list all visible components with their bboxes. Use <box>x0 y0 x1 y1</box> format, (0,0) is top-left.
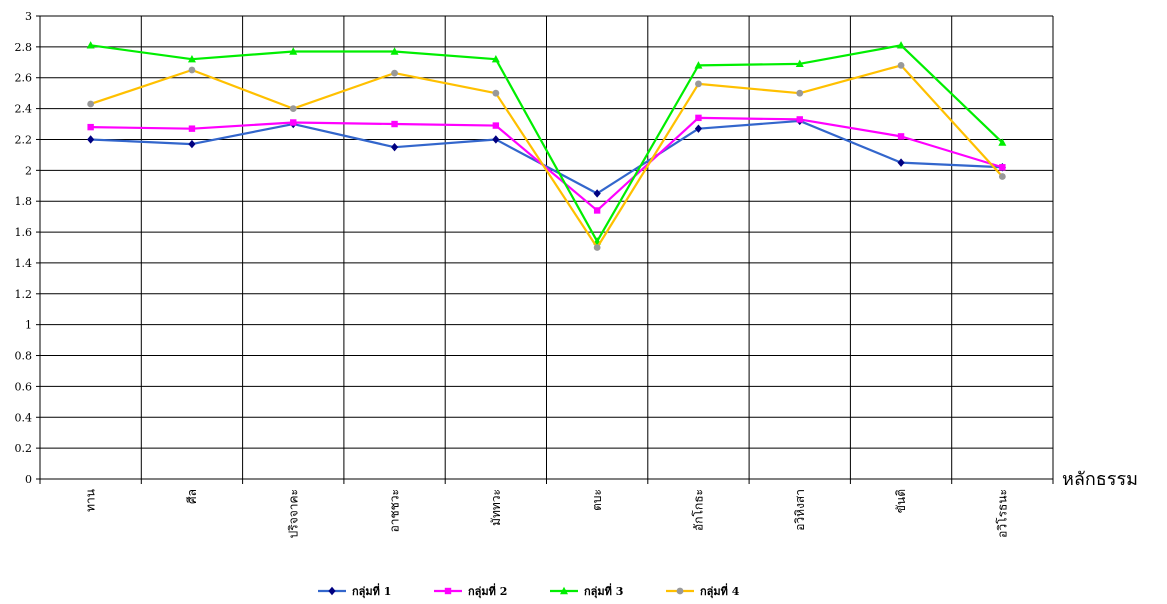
data-point <box>289 105 297 112</box>
legend-item: กลุ่มที่ 2 <box>434 583 507 599</box>
legend-item: กลุ่มที่ 3 <box>550 583 623 599</box>
data-point <box>694 61 703 69</box>
data-point <box>695 114 702 122</box>
data-point <box>492 89 500 97</box>
x-tick-label: อวิหิงสา <box>793 489 807 531</box>
data-point <box>188 139 196 149</box>
data-point <box>87 100 95 108</box>
series-3 <box>86 41 1007 245</box>
data-point <box>86 41 95 49</box>
data-point <box>187 55 196 63</box>
legend-marker <box>676 587 684 595</box>
y-tick-label: 0.2 <box>15 442 33 455</box>
grid-layer <box>39 15 1054 480</box>
y-tick-label: 2.4 <box>15 103 33 116</box>
x-tick-label: ตบะ <box>590 489 604 511</box>
data-point <box>695 80 702 88</box>
data-point <box>998 173 1006 180</box>
data-point <box>694 124 703 133</box>
data-point <box>593 244 601 251</box>
y-tick-label: 2.6 <box>15 72 33 85</box>
x-axis-title: หลักธรรม <box>1062 469 1138 490</box>
series-layer <box>86 41 1007 251</box>
data-point <box>795 59 804 68</box>
y-tick-label: 3 <box>25 10 32 23</box>
legend-label: กลุ่มที่ 3 <box>584 583 623 599</box>
data-point <box>796 89 804 97</box>
data-point <box>998 138 1007 146</box>
series-4 <box>87 61 1006 251</box>
legend-label: กลุ่มที่ 2 <box>468 583 507 599</box>
y-tick-label: 1.4 <box>15 257 33 270</box>
data-point <box>796 116 803 123</box>
series-line <box>90 119 1003 195</box>
data-point <box>593 189 601 198</box>
x-tick-label: ปริจจาคะ <box>286 489 300 538</box>
y-tick-label: 1 <box>25 319 32 332</box>
x-tick-label: มัททวะ <box>489 489 503 526</box>
x-tick-label: อักโกธะ <box>691 489 705 531</box>
legend-marker <box>328 586 336 596</box>
data-point <box>492 135 500 144</box>
y-tick-label: 0.6 <box>15 380 33 393</box>
data-point <box>391 69 398 77</box>
data-point <box>390 47 399 55</box>
series-2 <box>87 114 1006 214</box>
legend-label: กลุ่มที่ 1 <box>352 583 391 599</box>
data-point <box>999 164 1006 171</box>
data-point <box>390 142 399 152</box>
y-tick-label: 0 <box>25 473 32 486</box>
data-point <box>897 41 906 49</box>
x-tick-label: ทาน <box>84 489 98 512</box>
y-tick-label: 0.8 <box>15 350 33 363</box>
data-point <box>897 158 905 167</box>
legend-label: กลุ่มที่ 4 <box>700 583 740 599</box>
data-point <box>492 122 500 129</box>
legend-marker <box>444 587 452 595</box>
legend-item: กลุ่มที่ 1 <box>318 583 391 599</box>
y-tick-label: 1.2 <box>15 288 33 301</box>
legend: กลุ่มที่ 1 กลุ่มที่ 2 กลุ่มที่ 3 กลุ่มที่ 4 <box>318 583 740 599</box>
y-tick-label: 1.8 <box>15 195 33 208</box>
series-line <box>90 64 1004 249</box>
axis-layer: 0 0.2 0.4 0.6 0.8 1 1.2 1.4 1.6 1.8 2 2.2 2.4 2.6 2.8 3… <box>15 10 1054 538</box>
x-tick-label: ศีล <box>185 489 199 504</box>
data-point <box>87 135 95 144</box>
series-line <box>90 44 1004 243</box>
data-point <box>593 207 601 214</box>
data-point <box>290 119 297 126</box>
data-point <box>897 61 905 69</box>
data-point <box>289 47 298 55</box>
data-point <box>188 66 196 74</box>
y-tick-label: 2.8 <box>15 41 33 54</box>
y-tick-label: 2.2 <box>15 133 33 146</box>
x-tick-label: อวิโรธนะ <box>995 489 1009 538</box>
data-point <box>87 123 94 131</box>
y-tick-label: 0.4 <box>15 411 33 424</box>
y-tick-label: 2 <box>25 164 32 177</box>
series-line <box>90 116 1003 212</box>
x-tick-label: อาชชวะ <box>388 489 402 532</box>
y-tick-label: 1.6 <box>15 226 33 239</box>
data-point <box>491 55 500 63</box>
legend-marker <box>560 586 568 595</box>
data-point <box>188 125 196 132</box>
x-tick-label: ขันติ <box>894 489 908 513</box>
data-point <box>897 133 905 140</box>
legend-item: กลุ่มที่ 4 <box>666 583 740 599</box>
data-point <box>391 120 398 128</box>
